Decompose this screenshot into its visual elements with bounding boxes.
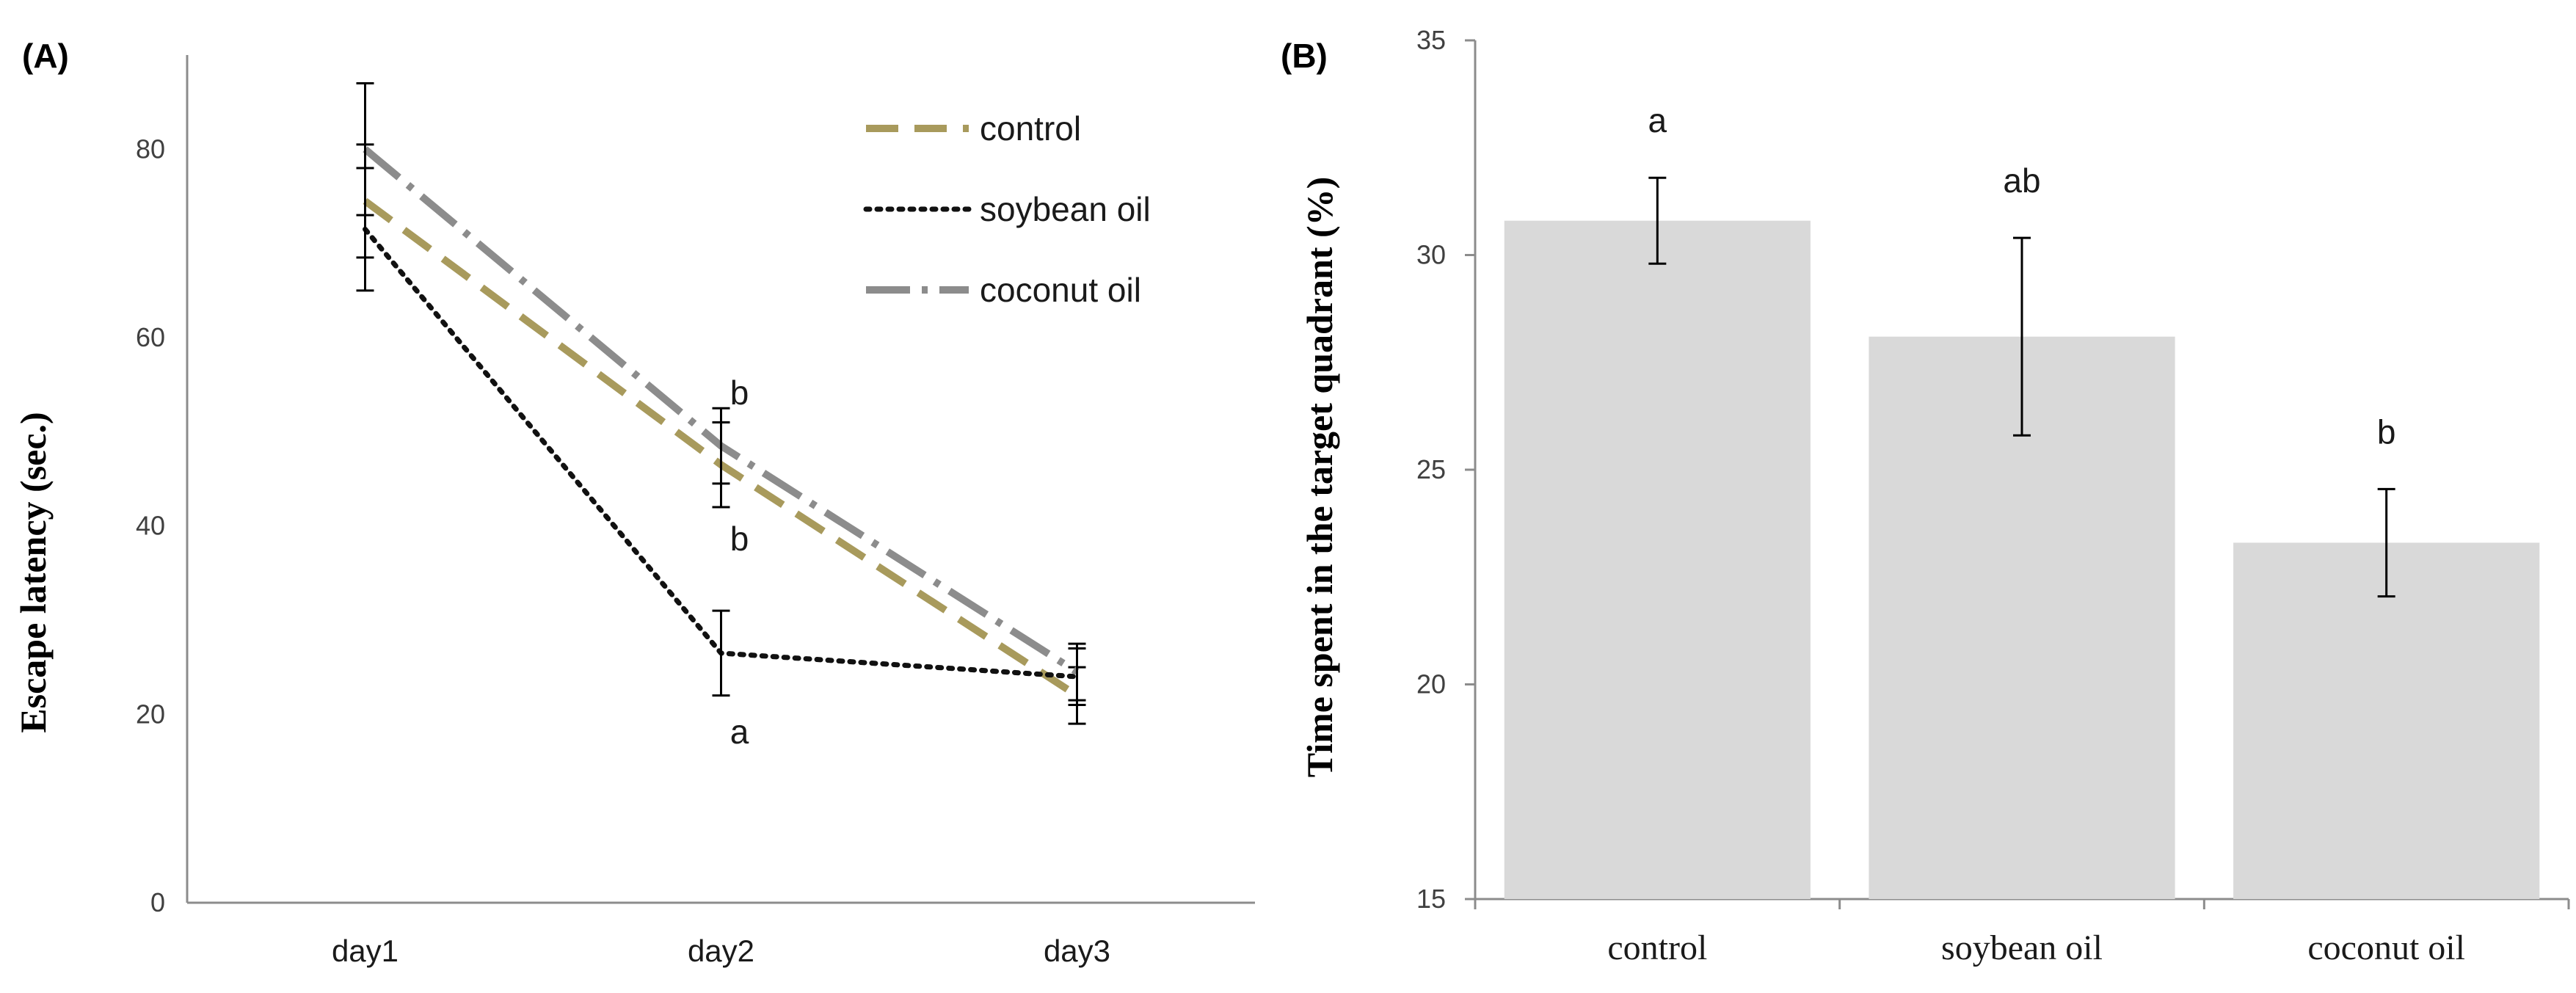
- legend-label: control: [980, 109, 1081, 148]
- error-bar: [1068, 642, 1086, 702]
- panel-a-y-axis-label: Escape latency (sec.): [12, 412, 54, 732]
- y-tick-label: 60: [136, 322, 165, 352]
- y-tick-label: 0: [150, 887, 165, 917]
- y-tick-label: 35: [1416, 25, 1446, 55]
- panel-b-significance-labels: a ab b: [1648, 101, 2396, 451]
- panel-a-label: (A): [22, 37, 69, 75]
- panel-a-y-ticks: 0 20 40 60 80: [136, 134, 165, 917]
- x-tick-label: control: [1607, 928, 1707, 967]
- x-tick-label: day1: [332, 934, 399, 968]
- significance-label: ab: [2003, 161, 2040, 200]
- significance-label: a: [730, 713, 749, 751]
- y-tick-label: 20: [1416, 669, 1446, 699]
- panel-b-chart: (B) Time spent in the target quadrant (%…: [1281, 25, 2570, 967]
- significance-label: b: [730, 374, 749, 412]
- y-tick-label: 15: [1416, 884, 1446, 914]
- bar: [1504, 220, 1811, 899]
- panel-a-annotations: b b a: [730, 374, 749, 751]
- x-tick-label: day3: [1044, 934, 1110, 968]
- panel-a-series: [356, 82, 1086, 725]
- significance-label: b: [730, 520, 749, 558]
- panel-a-legend: control soybean oil coconut oil: [863, 109, 1151, 309]
- legend-label: soybean oil: [980, 190, 1151, 228]
- panel-a-x-ticks: day1 day2 day3: [332, 934, 1110, 968]
- significance-label: b: [2377, 412, 2396, 451]
- y-tick-label: 40: [136, 511, 165, 541]
- y-tick-label: 80: [136, 134, 165, 164]
- y-tick-label: 20: [136, 699, 165, 729]
- y-tick-label: 25: [1416, 454, 1446, 484]
- error-bar: [2377, 487, 2395, 598]
- significance-label: a: [1648, 101, 1667, 139]
- panel-a-chart: (A) Escape latency (sec.) 0 20 40 60 80 day1…: [12, 37, 1255, 968]
- error-bar: [2013, 236, 2031, 437]
- x-tick-label: coconut oil: [2307, 928, 2465, 967]
- legend-label: coconut oil: [980, 271, 1141, 309]
- error-bar: [1648, 176, 1667, 265]
- bar: [2233, 542, 2540, 899]
- error-bar: [712, 609, 730, 697]
- panel-b-y-axis-label: Time spent in the target quadrant (%): [1299, 177, 1340, 778]
- panel-b-y-ticks: 15 20 25 30 35: [1416, 25, 2570, 914]
- x-tick-label: day2: [688, 934, 754, 968]
- panel-b-label: (B): [1281, 37, 1328, 75]
- error-bar: [356, 82, 374, 217]
- y-tick-label: 30: [1416, 240, 1446, 270]
- x-tick-label: soybean oil: [1941, 928, 2103, 967]
- panel-b-x-ticks: control soybean oil coconut oil: [1607, 928, 2465, 967]
- panel-b-bars: [1504, 176, 2540, 899]
- error-bar: [712, 407, 730, 485]
